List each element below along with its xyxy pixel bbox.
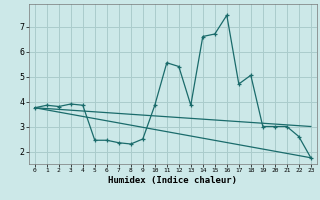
X-axis label: Humidex (Indice chaleur): Humidex (Indice chaleur) <box>108 176 237 185</box>
